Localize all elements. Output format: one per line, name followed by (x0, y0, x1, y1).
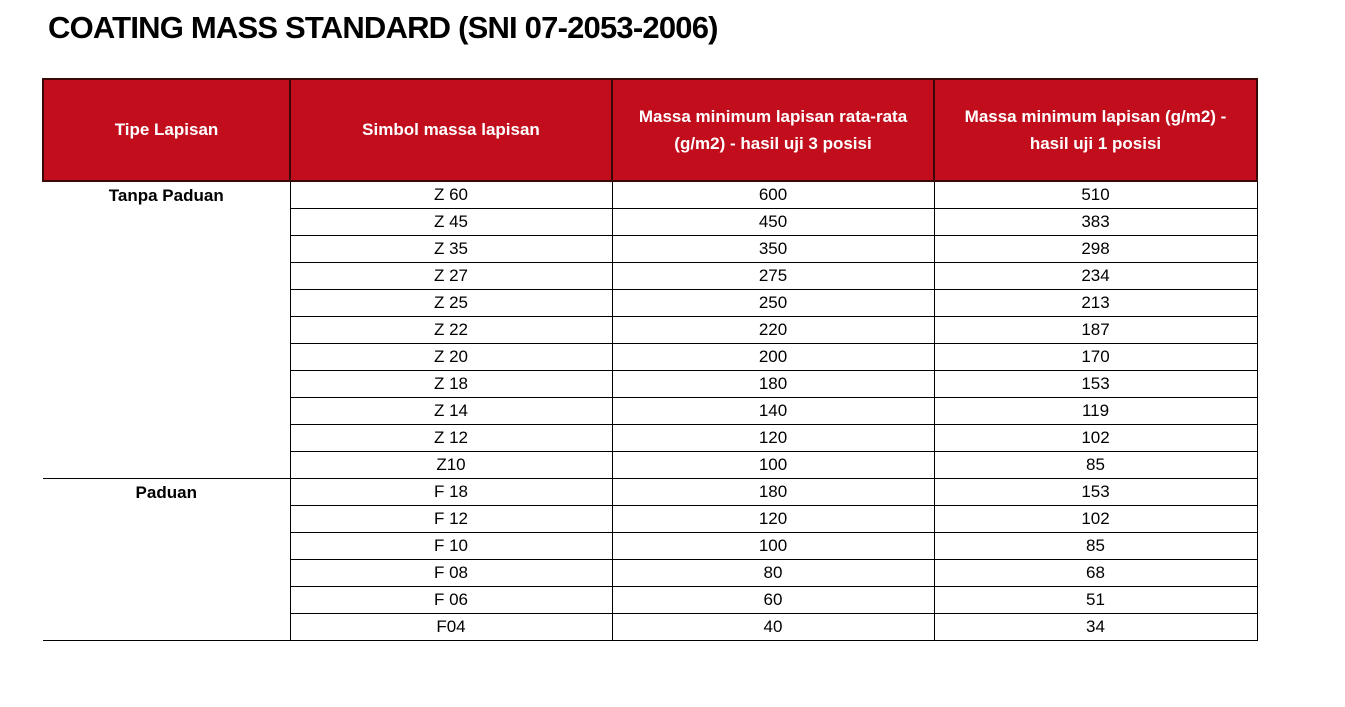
cell-mass-1-posisi: 153 (933, 477, 1258, 506)
cell-symbol: Z 25 (289, 288, 613, 317)
cell-mass-1-posisi: 85 (933, 531, 1258, 560)
cell-symbol: Z 14 (289, 396, 613, 425)
cell-mass-1-posisi: 298 (933, 234, 1258, 263)
cell-mass-1-posisi: 85 (933, 450, 1258, 479)
cell-mass-3-posisi: 220 (611, 315, 935, 344)
table-body: Tanpa Paduan Z 60 600 510 Z 45 450 383 Z 35 350 2… (43, 180, 1258, 641)
table-row: Z 35 350 298 (43, 234, 1258, 263)
cell-symbol: Z 35 (289, 234, 613, 263)
cell-symbol: Z 60 (289, 180, 613, 209)
cell-mass-1-posisi: 213 (933, 288, 1258, 317)
table-row: F 12 120 102 (43, 504, 1258, 533)
cell-mass-1-posisi: 383 (933, 207, 1258, 236)
table-row: Z 45 450 383 (43, 207, 1258, 236)
cell-symbol: Z 22 (289, 315, 613, 344)
cell-mass-3-posisi: 60 (611, 585, 935, 614)
cell-mass-3-posisi: 140 (611, 396, 935, 425)
cell-symbol: Z 27 (289, 261, 613, 290)
column-header-simbol-massa-lapisan: Simbol massa lapisan (289, 78, 613, 182)
cell-mass-3-posisi: 600 (611, 180, 935, 209)
column-header-tipe-lapisan: Tipe Lapisan (42, 78, 291, 182)
cell-symbol: F 08 (289, 558, 613, 587)
cell-symbol: F 06 (289, 585, 613, 614)
cell-symbol: Z 20 (289, 342, 613, 371)
cell-symbol: Z10 (289, 450, 613, 479)
cell-mass-3-posisi: 40 (611, 612, 935, 641)
table-row: Paduan F 18 180 153 (43, 477, 1258, 641)
coating-mass-table: Tipe Lapisan Simbol massa lapisan Massa … (42, 78, 1258, 641)
cell-tipe-lapisan: Paduan (43, 477, 291, 641)
cell-mass-1-posisi: 119 (933, 396, 1258, 425)
cell-mass-1-posisi: 102 (933, 504, 1258, 533)
cell-mass-3-posisi: 120 (611, 504, 935, 533)
cell-mass-3-posisi: 180 (611, 369, 935, 398)
cell-mass-1-posisi: 34 (933, 612, 1258, 641)
cell-mass-1-posisi: 170 (933, 342, 1258, 371)
table-row: F04 40 34 (43, 612, 1258, 641)
header-row: Tipe Lapisan Simbol massa lapisan Massa … (42, 78, 1258, 182)
cell-mass-3-posisi: 100 (611, 450, 935, 479)
table-row: Z 22 220 187 (43, 315, 1258, 344)
coating-mass-table-container: Tipe Lapisan Simbol massa lapisan Massa … (42, 78, 1258, 641)
cell-symbol: F04 (289, 612, 613, 641)
cell-mass-1-posisi: 68 (933, 558, 1258, 587)
table-row: Z 12 120 102 (43, 423, 1258, 452)
cell-mass-3-posisi: 120 (611, 423, 935, 452)
cell-mass-1-posisi: 234 (933, 261, 1258, 290)
cell-mass-3-posisi: 200 (611, 342, 935, 371)
table-row: Z 14 140 119 (43, 396, 1258, 425)
cell-symbol: Z 18 (289, 369, 613, 398)
cell-mass-1-posisi: 153 (933, 369, 1258, 398)
cell-mass-3-posisi: 80 (611, 558, 935, 587)
cell-mass-3-posisi: 450 (611, 207, 935, 236)
table-row: Z 20 200 170 (43, 342, 1258, 371)
cell-tipe-lapisan: Tanpa Paduan (43, 180, 291, 479)
cell-mass-3-posisi: 100 (611, 531, 935, 560)
table-row: Z 25 250 213 (43, 288, 1258, 317)
cell-mass-3-posisi: 350 (611, 234, 935, 263)
table-row: Tanpa Paduan Z 60 600 510 (43, 180, 1258, 479)
cell-mass-1-posisi: 510 (933, 180, 1258, 209)
cell-symbol: Z 45 (289, 207, 613, 236)
cell-mass-3-posisi: 275 (611, 261, 935, 290)
cell-mass-3-posisi: 180 (611, 477, 935, 506)
cell-mass-3-posisi: 250 (611, 288, 935, 317)
cell-symbol: F 18 (289, 477, 613, 506)
cell-mass-1-posisi: 187 (933, 315, 1258, 344)
cell-symbol: F 10 (289, 531, 613, 560)
column-header-massa-minimum-3-posisi: Massa minimum lapisan rata-rata (g/m2) -… (611, 78, 935, 182)
table-row: Z 18 180 153 (43, 369, 1258, 398)
cell-symbol: Z 12 (289, 423, 613, 452)
column-header-massa-minimum-1-posisi: Massa minimum lapisan (g/m2) - hasil uji… (933, 78, 1258, 182)
table-header: Tipe Lapisan Simbol massa lapisan Massa … (42, 78, 1258, 182)
cell-mass-1-posisi: 102 (933, 423, 1258, 452)
cell-mass-1-posisi: 51 (933, 585, 1258, 614)
table-row: Z10 100 85 (43, 450, 1258, 479)
page-title: COATING MASS STANDARD (SNI 07-2053-2006) (48, 10, 718, 45)
table-row: Z 27 275 234 (43, 261, 1258, 290)
cell-symbol: F 12 (289, 504, 613, 533)
